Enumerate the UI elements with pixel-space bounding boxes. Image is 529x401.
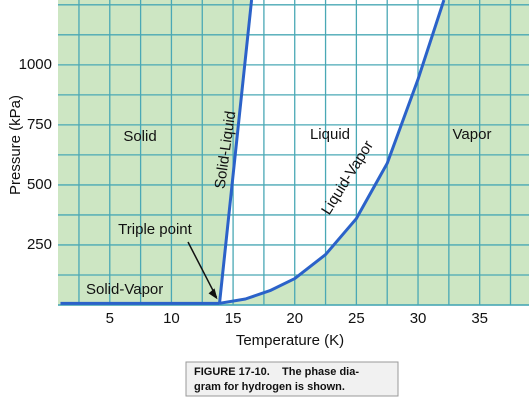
series-label: Solid-Vapor xyxy=(86,281,163,298)
y-tick-label: 250 xyxy=(27,236,52,253)
y-tick-label: 1000 xyxy=(19,56,52,73)
x-tick-label: 20 xyxy=(286,310,303,327)
x-tick-label: 15 xyxy=(225,310,242,327)
y-tick-label: 750 xyxy=(27,116,52,133)
x-tick-label: 25 xyxy=(348,310,365,327)
caption-box xyxy=(185,361,399,397)
region-label: Liquid xyxy=(310,126,350,143)
caption-text: gram for hydrogen is shown. xyxy=(194,381,345,393)
annotation-arrow xyxy=(187,241,218,298)
y-axis-label: Pressure (kPa) xyxy=(7,95,24,195)
x-tick-label: 10 xyxy=(163,310,180,327)
region-label: Solid xyxy=(123,128,156,145)
x-tick-label: 35 xyxy=(471,310,488,327)
x-tick-label: 30 xyxy=(410,310,427,327)
caption-text: The phase dia- xyxy=(282,366,359,378)
annotation-label: Triple point xyxy=(118,221,192,238)
phase-boundary xyxy=(218,0,254,304)
x-tick-label: 5 xyxy=(106,310,114,327)
caption-label: FIGURE 17-10. xyxy=(194,366,270,378)
region-label: Vapor xyxy=(453,126,492,143)
x-axis-label: Temperature (K) xyxy=(236,332,344,349)
y-tick-label: 500 xyxy=(27,176,52,193)
arrow-head xyxy=(208,288,218,300)
phase-boundary xyxy=(219,0,446,305)
